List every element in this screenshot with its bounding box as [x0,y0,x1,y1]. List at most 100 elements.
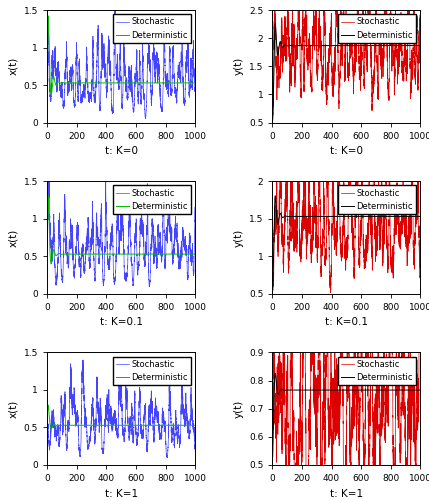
Deterministic [124,251,129,257]
Deterministic [347,387,353,393]
Stochastic [349,423,354,429]
Deterministic [418,214,423,220]
Deterministic [151,80,156,86]
Stochastic [270,291,275,297]
Deterministic [418,387,423,393]
Deterministic [124,422,129,428]
Deterministic [193,251,198,257]
Deterministic [122,422,127,428]
Deterministic [166,251,171,257]
Deterministic [287,387,292,393]
Legend: Stochastic, Deterministic: Stochastic, Deterministic [338,356,416,386]
Legend: Stochastic, Deterministic: Stochastic, Deterministic [338,14,416,43]
Stochastic [118,355,123,361]
Deterministic [122,251,127,257]
X-axis label: t: K=0.1: t: K=0.1 [325,318,368,328]
Deterministic [270,120,275,126]
Stochastic [391,23,396,29]
Deterministic [182,80,187,86]
Stochastic [151,238,156,244]
Stochastic [182,241,187,247]
Stochastic [103,173,108,179]
Stochastic [349,30,354,36]
Legend: Stochastic, Deterministic: Stochastic, Deterministic [113,186,191,214]
Deterministic [48,261,54,267]
Deterministic [193,422,198,428]
Deterministic [193,80,198,86]
Stochastic [270,292,275,298]
Deterministic [407,42,412,48]
Stochastic [376,88,381,94]
Stochastic [45,246,50,252]
Deterministic [391,214,396,220]
Stochastic [182,102,187,108]
Deterministic [347,42,353,48]
Stochastic [166,90,171,96]
Stochastic [418,40,423,46]
Stochastic [287,237,292,243]
Deterministic [45,417,50,423]
Deterministic [62,80,67,86]
Stochastic [376,188,381,194]
Line: Stochastic: Stochastic [47,0,195,118]
Line: Deterministic: Deterministic [47,405,195,428]
Deterministic [48,426,54,432]
Deterministic [407,214,412,220]
Stochastic [287,446,292,452]
Y-axis label: y(t): y(t) [233,57,243,76]
Stochastic [302,105,307,111]
Deterministic [376,42,381,48]
Line: Deterministic: Deterministic [272,196,420,294]
X-axis label: t: K=0.1: t: K=0.1 [100,318,143,328]
Stochastic [418,300,423,306]
Stochastic [147,284,152,290]
Stochastic [193,82,198,88]
Stochastic [270,120,275,126]
Stochastic [124,274,129,280]
Stochastic [62,202,67,208]
X-axis label: t: K=1: t: K=1 [330,488,363,498]
Stochastic [182,409,187,415]
Stochastic [166,444,171,450]
X-axis label: t: K=0: t: K=0 [105,146,138,156]
Stochastic [124,78,129,84]
Deterministic [182,422,187,428]
Deterministic [391,387,396,393]
Line: Deterministic: Deterministic [272,373,420,465]
Deterministic [151,251,156,257]
Stochastic [151,429,156,435]
Deterministic [273,192,278,198]
Deterministic [349,214,354,220]
Deterministic [45,402,51,408]
Stochastic [122,428,127,434]
Stochastic [391,461,396,467]
Stochastic [124,396,129,402]
Stochastic [347,181,353,187]
Deterministic [151,422,156,428]
Line: Deterministic: Deterministic [47,16,195,94]
Stochastic [407,236,412,242]
Stochastic [407,2,412,8]
Deterministic [287,214,292,220]
Deterministic [391,42,396,48]
Deterministic [287,42,292,48]
Deterministic [62,251,67,257]
Deterministic [122,80,127,86]
Stochastic [143,116,148,121]
Y-axis label: y(t): y(t) [233,400,243,418]
Deterministic [349,42,354,48]
Stochastic [166,202,171,207]
Line: Deterministic: Deterministic [47,196,195,264]
Stochastic [45,74,50,80]
Stochastic [122,272,127,278]
Deterministic [407,387,412,393]
Stochastic [62,404,67,409]
Deterministic [418,42,423,48]
Deterministic [376,387,381,393]
Stochastic [347,436,353,442]
Stochastic [418,258,423,264]
Y-axis label: x(t): x(t) [8,400,18,418]
Stochastic [165,454,170,460]
Stochastic [270,120,275,126]
Stochastic [347,30,353,36]
